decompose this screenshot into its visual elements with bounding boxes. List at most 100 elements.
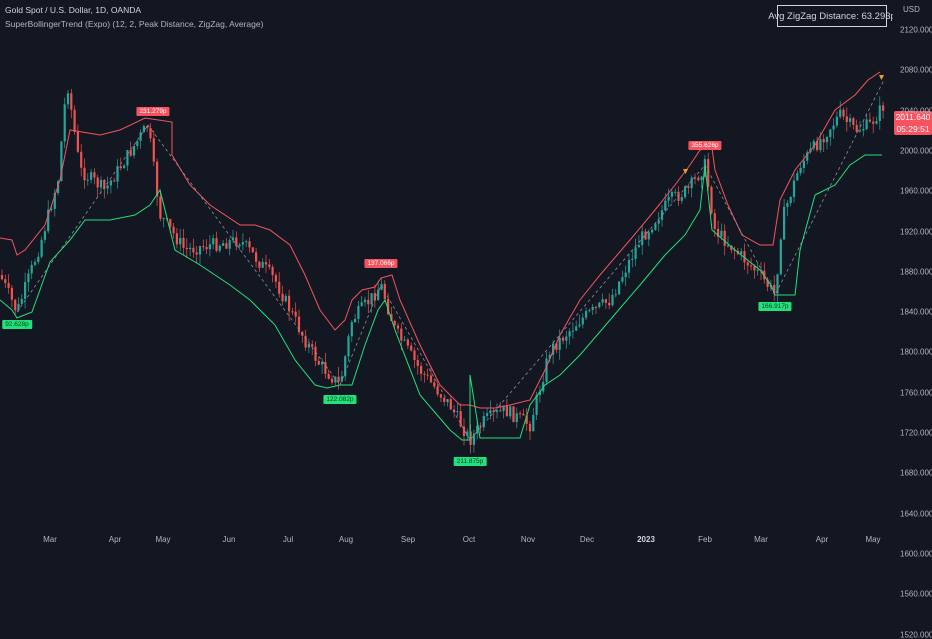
candle-body	[799, 167, 802, 174]
candle-body	[624, 272, 627, 278]
candle-body	[637, 245, 640, 248]
candle-body	[776, 274, 779, 294]
candle-body	[373, 293, 376, 301]
candle-body	[106, 185, 109, 189]
candle-body	[132, 145, 136, 156]
price-tick-label: 1840.000	[900, 307, 932, 317]
candle-body	[66, 93, 70, 105]
candle-body	[218, 245, 221, 251]
candle-body	[423, 373, 426, 375]
price-tick-label: 1640.000	[900, 509, 932, 519]
price-tick-label: 1720.000	[900, 428, 932, 438]
candle-body	[512, 406, 515, 423]
candle-body	[868, 119, 871, 122]
candle-body	[667, 196, 670, 201]
candle-body	[443, 397, 446, 402]
time-tick-label: Nov	[520, 535, 536, 544]
indicator-legend[interactable]: SuperBollingerTrend (Expo) (12, 2, Peak …	[5, 19, 264, 29]
candle-body	[185, 247, 188, 250]
price-tick-label: 1920.000	[900, 227, 932, 236]
candle-body	[169, 218, 172, 227]
candle-body	[697, 177, 700, 181]
candle-body	[426, 374, 429, 376]
candle-body	[281, 293, 284, 302]
candle-body	[228, 240, 231, 249]
candle-body	[558, 337, 561, 350]
candle-body	[627, 259, 631, 273]
candle-body	[255, 252, 258, 262]
candle-body	[684, 186, 687, 198]
candle-body	[789, 197, 792, 204]
price-axis[interactable]	[893, 0, 932, 530]
candle-body	[565, 336, 568, 341]
candle-body	[802, 160, 805, 168]
candle-body	[486, 413, 489, 416]
candle-body	[456, 411, 459, 413]
candle-body	[865, 119, 868, 130]
candle-body	[10, 287, 13, 300]
current-price-value: 2011.640	[895, 112, 931, 122]
candle-body	[80, 151, 83, 168]
candle-body	[575, 326, 578, 331]
candle-body	[96, 177, 99, 188]
candle-body	[535, 395, 538, 415]
candle-body	[90, 172, 93, 180]
candle-body	[835, 116, 838, 126]
candle-body	[433, 382, 436, 387]
candle-body	[347, 336, 350, 357]
time-tick-label: Oct	[462, 535, 476, 544]
candle-body	[146, 126, 149, 128]
candle-body	[489, 410, 492, 414]
candle-body	[872, 121, 875, 124]
candle-body	[429, 375, 433, 383]
candle-body	[693, 177, 697, 179]
candle-body	[27, 273, 30, 283]
signal-triangle-icon	[879, 75, 884, 80]
candle-body	[156, 161, 159, 197]
candle-body	[505, 405, 508, 417]
candle-body	[261, 262, 264, 268]
peak-distance-label: 92.628p	[2, 320, 32, 329]
candle-body	[99, 179, 103, 188]
candle-body	[819, 139, 822, 151]
candle-body	[245, 241, 248, 243]
candle-body	[519, 413, 522, 415]
candle-body	[222, 243, 225, 246]
candle-body	[690, 177, 693, 188]
candle-body	[86, 179, 89, 181]
candle-body	[604, 299, 607, 303]
time-tick-label: Apr	[815, 535, 829, 544]
candle-body	[812, 141, 815, 149]
candle-body	[136, 140, 139, 146]
bar-countdown: 05:29:51	[896, 124, 930, 134]
candle-body	[357, 305, 360, 319]
candle-body	[591, 306, 594, 311]
candle-body	[878, 105, 881, 122]
candle-body	[713, 213, 716, 229]
candle-body	[235, 237, 238, 247]
candle-body	[321, 362, 324, 365]
candle-body	[238, 244, 241, 247]
candle-body	[601, 299, 604, 303]
candle-body	[545, 358, 548, 383]
time-tick-label: Aug	[338, 535, 354, 544]
candle-body	[198, 246, 202, 255]
candle-body	[396, 325, 400, 329]
candle-body	[466, 431, 469, 437]
peak-distance-label: 355.626p	[688, 141, 722, 150]
candle-body	[284, 295, 287, 302]
candle-body	[393, 320, 396, 326]
candle-body	[195, 252, 198, 255]
candle-body	[123, 165, 126, 169]
candle-body	[60, 141, 63, 182]
signal-triangle-icon	[683, 169, 688, 174]
candle-body	[24, 282, 27, 299]
price-tick-label: 2000.000	[900, 146, 932, 156]
candle-body	[796, 173, 799, 181]
price-tick-label: 1960.000	[900, 186, 932, 196]
price-chart[interactable]	[0, 0, 893, 530]
candle-body	[472, 433, 475, 445]
candle-body	[380, 283, 383, 290]
candle-body	[657, 219, 660, 224]
candle-body	[462, 426, 466, 437]
